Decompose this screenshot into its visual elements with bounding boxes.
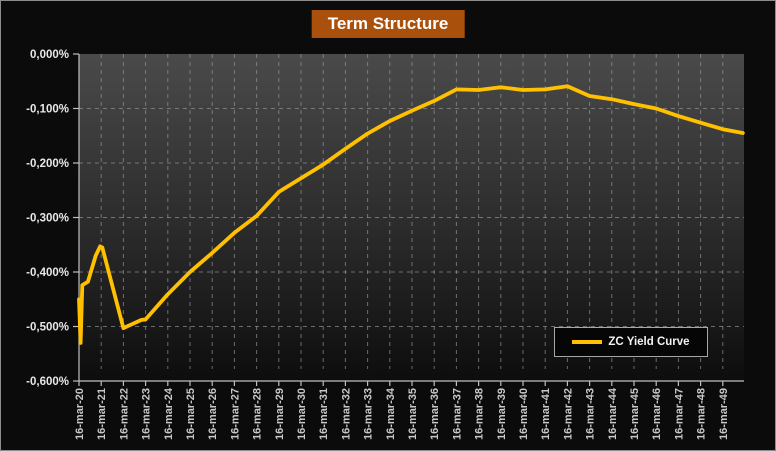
y-tick-label: -0,200% <box>26 158 69 170</box>
x-tick-label: 16-mar-42 <box>562 388 574 440</box>
x-tick-label: 16-mar-44 <box>607 387 619 440</box>
y-tick-label: -0,400% <box>26 267 69 279</box>
legend-series-label: ZC Yield Curve <box>608 336 690 348</box>
y-tick-label: -0,600% <box>26 376 69 388</box>
x-axis-labels: 16-mar-20 16-mar-21 16-mar-22 16-mar-23 16-m… <box>74 387 730 440</box>
y-tick-label: 0,000% <box>30 49 69 61</box>
x-tick-label: 16-mar-27 <box>229 388 241 440</box>
x-tick-label: 16-mar-45 <box>629 388 641 440</box>
x-tick-label: 16-mar-21 <box>96 388 108 440</box>
x-tick-label: 16-mar-37 <box>451 388 463 440</box>
x-tick-label: 16-mar-47 <box>673 388 685 440</box>
y-tick-label: -0,300% <box>26 213 69 225</box>
x-tick-label: 16-mar-35 <box>407 388 419 440</box>
x-tick-label: 16-mar-32 <box>340 388 352 440</box>
x-tick-label: 16-mar-26 <box>207 388 219 440</box>
legend: ZC Yield Curve <box>554 327 708 357</box>
x-tick-label: 16-mar-28 <box>252 388 264 440</box>
x-tick-label: 16-mar-33 <box>363 388 375 440</box>
x-tick-label: 16-mar-30 <box>296 388 308 440</box>
x-tick-label: 16-mar-23 <box>141 388 153 440</box>
x-tick-label: 16-mar-25 <box>185 388 197 440</box>
x-tick-label: 16-mar-39 <box>496 388 508 440</box>
x-tick-label: 16-mar-41 <box>540 388 552 440</box>
x-tick-label: 16-mar-34 <box>385 387 397 440</box>
x-tick-label: 16-mar-43 <box>585 388 597 440</box>
legend-line-swatch <box>572 340 603 344</box>
horizontal-gridlines <box>79 108 744 327</box>
x-tick-label: 16-mar-22 <box>118 388 130 440</box>
x-tick-label: 16-mar-49 <box>718 388 730 440</box>
x-tick-label: 16-mar-29 <box>274 388 286 440</box>
x-tick-label: 16-mar-46 <box>651 388 663 440</box>
zc-yield-curve-line <box>77 84 745 345</box>
y-axis-labels: 0,000% -0,100% -0,200% -0,300% -0,400% -0,500… <box>26 49 69 388</box>
x-tick-label: 16-mar-40 <box>518 388 530 440</box>
x-tick-label: 16-mar-38 <box>474 388 486 440</box>
x-tick-label: 16-mar-31 <box>318 388 330 440</box>
chart-title: Term Structure <box>311 10 465 38</box>
x-tick-label: 16-mar-48 <box>696 388 708 440</box>
x-tick-label: 16-mar-36 <box>429 388 441 440</box>
y-tick-label: -0,100% <box>26 104 69 116</box>
x-tick-label: 16-mar-24 <box>163 387 175 440</box>
x-tick-label: 16-mar-20 <box>74 388 86 440</box>
y-tick-label: -0,500% <box>26 322 69 334</box>
